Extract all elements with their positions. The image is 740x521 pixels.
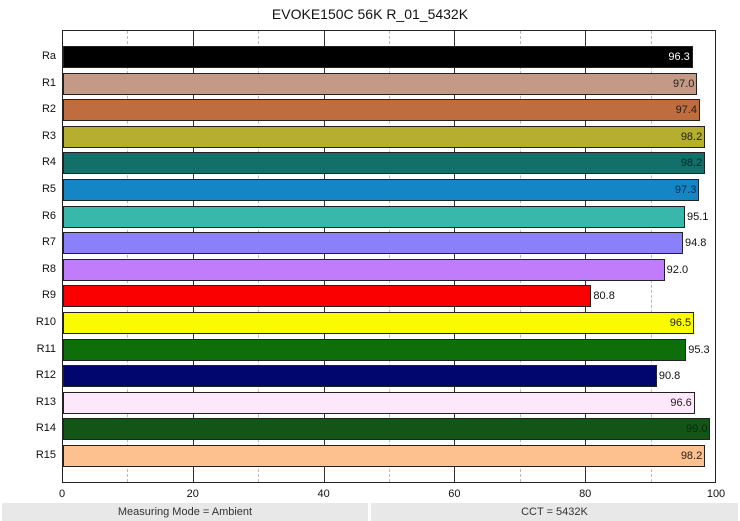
bar-value-label: 99.0 xyxy=(686,423,708,436)
category-label: R9 xyxy=(41,289,56,302)
bar-r6 xyxy=(63,205,685,228)
bar-r9 xyxy=(63,285,592,308)
category-label: R11 xyxy=(36,342,56,355)
major-gridline xyxy=(454,31,456,482)
category-label: R5 xyxy=(41,183,56,195)
bar-r5 xyxy=(63,179,700,201)
bar-r8 xyxy=(63,258,665,281)
minor-gridline xyxy=(650,31,652,482)
bar-value-label: 95.1 xyxy=(686,210,709,223)
major-gridline xyxy=(585,31,587,482)
major-gridline xyxy=(323,31,325,482)
category-label: R12 xyxy=(35,369,56,382)
bar-value-label: 97.4 xyxy=(675,104,697,117)
category-label: R4 xyxy=(41,156,56,169)
bar-value-label: 96.6 xyxy=(670,396,692,409)
bar-r4 xyxy=(63,152,706,175)
x-tick-label: 60 xyxy=(448,488,461,500)
minor-gridline xyxy=(389,31,390,482)
bar-value-label: 97.3 xyxy=(674,184,697,196)
x-tick-label: 20 xyxy=(186,488,199,500)
bar-value-label: 98.2 xyxy=(680,450,703,462)
bar-value-label: 94.8 xyxy=(684,237,707,250)
minor-gridline xyxy=(258,31,260,482)
category-label: R10 xyxy=(35,316,56,328)
category-label: R7 xyxy=(41,236,56,249)
bar-value-label: 98.2 xyxy=(680,157,703,170)
bar-value-label: 96.5 xyxy=(669,317,692,329)
x-tick-label: 100 xyxy=(706,488,726,500)
bar-r1 xyxy=(63,72,698,95)
category-label: R13 xyxy=(35,395,56,408)
bar-r7 xyxy=(63,232,683,255)
bar-r12 xyxy=(63,365,657,388)
category-label: R6 xyxy=(41,209,56,222)
category-label: R3 xyxy=(41,129,56,142)
x-tick-label: 40 xyxy=(317,488,330,500)
bar-value-label: 96.3 xyxy=(668,51,690,63)
minor-gridline xyxy=(127,31,129,482)
bar-r11 xyxy=(63,338,687,361)
category-label: R8 xyxy=(41,262,56,275)
measuring-mode-status: Measuring Mode = Ambient xyxy=(2,503,368,521)
category-label: Ra xyxy=(41,50,56,62)
bar-value-label: 98.2 xyxy=(680,130,703,143)
bar-r3 xyxy=(63,125,706,148)
x-tick-label: 0 xyxy=(58,488,66,500)
cct-status: CCT = 5432K xyxy=(371,503,738,521)
chart-title: EVOKE150C 56K R_01_5432K xyxy=(271,6,469,22)
bar-r2 xyxy=(63,99,700,122)
bar-value-label: 97.0 xyxy=(672,77,695,90)
bar-r15 xyxy=(63,445,706,467)
minor-gridline xyxy=(519,31,521,482)
bar-r14 xyxy=(63,418,711,441)
bar-r13 xyxy=(63,391,695,414)
bar-value-label: 80.8 xyxy=(593,290,615,303)
plot-area: 96.3 97.0 97.4 98.2 98.2 97.3 95.1 94.8 92.0 80.8… xyxy=(62,30,716,483)
category-label: R1 xyxy=(41,76,56,89)
bar-r10 xyxy=(63,312,695,334)
bar-ra xyxy=(63,46,693,68)
bar-value-label: 95.3 xyxy=(688,343,710,356)
category-label: R14 xyxy=(35,422,56,435)
bar-value-label: 90.8 xyxy=(658,370,681,383)
x-tick-label: 80 xyxy=(579,488,592,500)
category-label: R2 xyxy=(41,103,56,116)
bar-value-label: 92.0 xyxy=(666,263,689,276)
category-label: R15 xyxy=(35,449,56,461)
major-gridline xyxy=(192,31,194,482)
